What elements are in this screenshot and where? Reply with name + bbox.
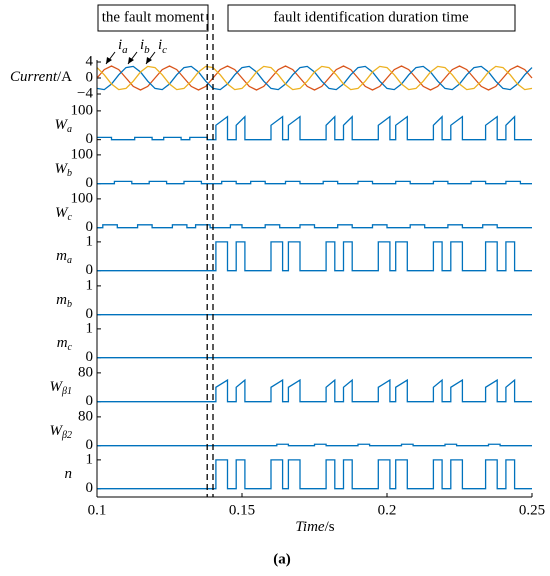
axis-label: Wβ1	[50, 379, 72, 397]
y-tick-label: 0	[86, 219, 94, 235]
x-tick-label: 0.2	[378, 502, 397, 518]
y-tick-label: 0	[86, 131, 94, 147]
axis-label: Time/s	[295, 519, 334, 535]
y-tick-label: 80	[78, 408, 93, 424]
label-sub: β2	[61, 430, 72, 441]
label-sub: a	[67, 255, 72, 266]
y-tick-label: −4	[77, 85, 93, 101]
annotation: the fault moment	[102, 9, 205, 25]
series-line	[96, 65, 533, 91]
series-line	[97, 459, 532, 490]
axis-label: Current/A	[10, 69, 72, 85]
y-tick-label: 0	[86, 306, 94, 322]
legend-label: ia	[118, 37, 128, 55]
series-line	[96, 65, 533, 91]
y-tick-label: 0	[86, 349, 94, 365]
y-tick-label: 1	[86, 277, 94, 293]
label-sub: c	[68, 212, 73, 223]
label-var: W	[50, 379, 64, 395]
y-tick-label: 0	[86, 262, 94, 278]
y-tick-label: 100	[71, 102, 94, 118]
y-tick-label: 0	[86, 437, 94, 453]
label-sub: b	[67, 168, 72, 179]
legend-sub: a	[122, 44, 128, 56]
axis-label: mc	[57, 335, 73, 353]
axis-label: ma	[56, 248, 72, 266]
label-unit: /A	[57, 69, 72, 85]
axis-label: n	[65, 466, 73, 482]
y-tick-label: 1	[86, 233, 94, 249]
label-var: n	[65, 466, 73, 482]
series-line	[97, 224, 532, 229]
label-var: Time	[295, 519, 325, 535]
legend-sub: c	[162, 44, 167, 56]
y-tick-label: 0	[86, 175, 94, 191]
label-sub: β1	[61, 386, 72, 397]
series-line	[97, 115, 532, 141]
y-tick-label: 80	[78, 364, 93, 380]
label-var: W	[55, 117, 69, 133]
series-line	[97, 241, 532, 272]
axis-label: Wa	[55, 117, 73, 135]
series-line	[97, 378, 532, 403]
series-line	[97, 443, 532, 447]
y-tick-label: 1	[86, 451, 94, 467]
label-var: m	[57, 335, 68, 351]
label-var: m	[56, 248, 67, 264]
label-sub: c	[68, 342, 73, 353]
label-sub: a	[67, 124, 72, 135]
label-var: W	[55, 205, 69, 221]
legend-sub: b	[144, 44, 150, 56]
legend-label: ib	[140, 37, 150, 55]
axis-label: Wb	[55, 161, 73, 179]
annotation-box	[97, 4, 209, 32]
legend-name: i	[140, 37, 144, 53]
series-line	[97, 180, 532, 185]
axis-label: Wc	[55, 205, 73, 223]
axis-label: Wβ2	[50, 423, 72, 441]
arrow-head	[146, 57, 152, 64]
caption: (a)	[273, 551, 291, 567]
y-tick-label: 0	[86, 69, 94, 85]
label-var: W	[50, 423, 64, 439]
label-unit: /s	[325, 519, 335, 535]
y-tick-label: 100	[71, 190, 94, 206]
legend-name: i	[158, 37, 162, 53]
y-tick-label: 0	[86, 393, 94, 409]
legend-name: i	[118, 37, 122, 53]
label-var: m	[56, 292, 67, 308]
legend-label: ic	[158, 37, 167, 55]
annotation-box	[227, 4, 516, 32]
axis-label: mb	[56, 292, 72, 310]
y-tick-label: 0	[86, 480, 94, 496]
label-var: Current	[10, 69, 58, 85]
label-var: W	[55, 161, 69, 177]
arrow-head	[128, 57, 134, 64]
label-sub: b	[67, 299, 72, 310]
annotation: fault identification duration time	[273, 9, 469, 25]
y-tick-label: 100	[71, 146, 94, 162]
y-tick-label: 4	[86, 53, 94, 69]
arrow-head	[106, 57, 112, 64]
x-tick-label: 0.1	[88, 502, 107, 518]
x-tick-label: 0.25	[519, 502, 545, 518]
y-tick-label: 1	[86, 320, 94, 336]
x-tick-label: 0.15	[229, 502, 255, 518]
